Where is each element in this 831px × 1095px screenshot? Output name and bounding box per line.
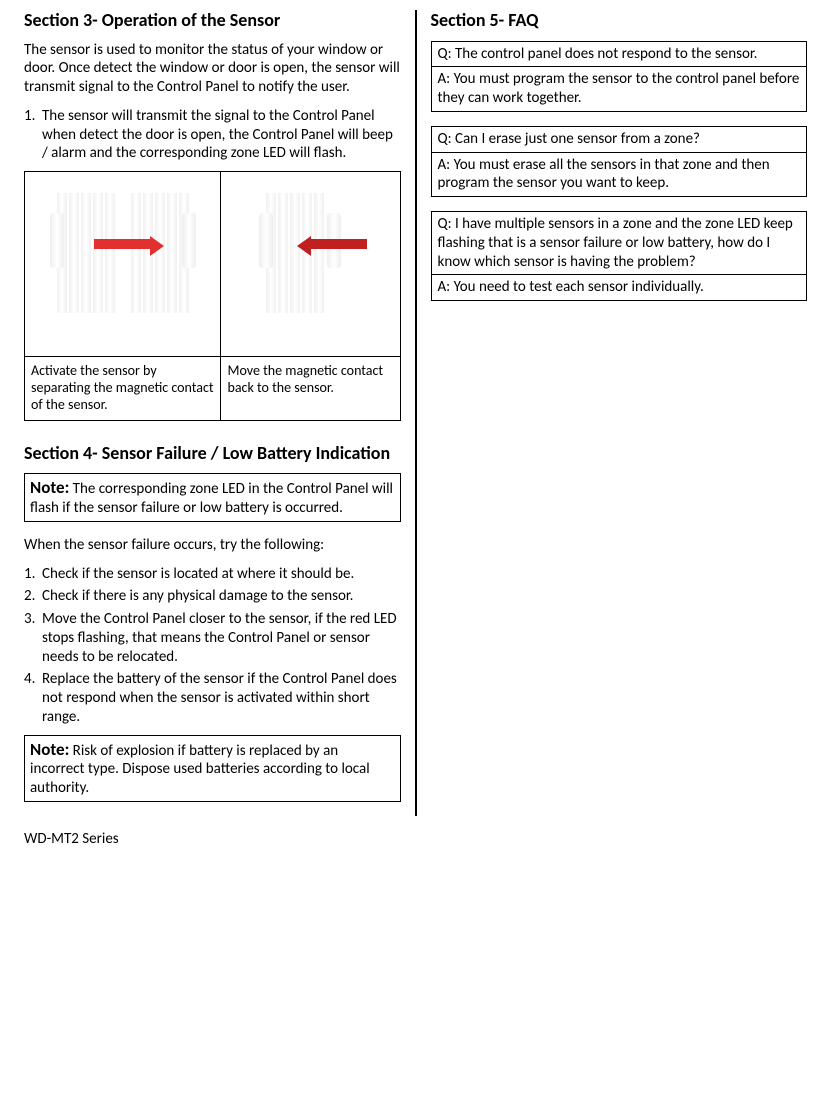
list-item: 3.Move the Control Panel closer to the s…: [24, 610, 401, 666]
faq-item: Q: I have multiple sensors in a zone and…: [431, 211, 808, 301]
section3-title: Section 3- Operation of the Sensor: [24, 10, 401, 31]
step-text: Check if there is any physical damage to…: [42, 587, 401, 606]
note-label: Note:: [30, 739, 69, 760]
note-text: Risk of explosion if battery is replaced…: [30, 742, 370, 798]
section4-steps: 1.Check if the sensor is located at wher…: [24, 565, 401, 727]
faq-question: Q: I have multiple sensors in a zone and…: [431, 212, 807, 275]
left-column: Section 3- Operation of the Sensor The s…: [14, 10, 417, 816]
faq-item: Q: The control panel does not respond to…: [431, 41, 808, 112]
faq-container: Q: The control panel does not respond to…: [431, 41, 808, 302]
right-column: Section 5- FAQ Q: The control panel does…: [417, 10, 818, 816]
faq-answer: A: You must erase all the sensors in tha…: [431, 152, 807, 197]
list-item: 2.Check if there is any physical damage …: [24, 587, 401, 606]
diagram-cell-b: [221, 172, 400, 357]
section5-title: Section 5- FAQ: [431, 10, 808, 31]
note-box-1: Note: The corresponding zone LED in the …: [24, 473, 401, 522]
step-text: Replace the battery of the sensor if the…: [42, 670, 401, 726]
note-label: Note:: [30, 477, 69, 498]
faq-question: Q: Can I erase just one sensor from a zo…: [431, 126, 807, 152]
step-number: 3.: [24, 610, 42, 666]
diagram-caption-b: Move the magnetic contact back to the se…: [221, 357, 400, 420]
list-item: 1.Check if the sensor is located at wher…: [24, 565, 401, 584]
section4-intro: When the sensor failure occurs, try the …: [24, 536, 401, 555]
step-text: Move the Control Panel closer to the sen…: [42, 610, 401, 666]
sensor-separate-icon: [48, 178, 198, 328]
page: Section 3- Operation of the Sensor The s…: [0, 0, 831, 824]
step-text: Check if the sensor is located at where …: [42, 565, 401, 584]
step-number: 4.: [24, 670, 42, 726]
list-item: 4.Replace the battery of the sensor if t…: [24, 670, 401, 726]
section4-title: Section 4- Sensor Failure / Low Battery …: [24, 443, 401, 464]
section3-step1: 1. The sensor will transmit the signal t…: [24, 107, 401, 163]
faq-answer: A: You need to test each sensor individu…: [431, 275, 807, 301]
faq-question: Q: The control panel does not respond to…: [431, 41, 807, 67]
step-number: 2.: [24, 587, 42, 606]
faq-item: Q: Can I erase just one sensor from a zo…: [431, 126, 808, 197]
sensor-diagram-table: Activate the sensor by separating the ma…: [24, 171, 401, 420]
step-number: 1.: [24, 565, 42, 584]
footer-series: WD-MT2 Series: [0, 824, 831, 854]
diagram-cell-a: [25, 172, 221, 357]
sensor-close-icon: [235, 178, 385, 328]
note-box-2: Note: Risk of explosion if battery is re…: [24, 735, 401, 802]
step-text: The sensor will transmit the signal to t…: [42, 107, 401, 163]
diagram-caption-a: Activate the sensor by separating the ma…: [25, 357, 221, 420]
note-text: The corresponding zone LED in the Contro…: [30, 480, 393, 517]
section3-intro: The sensor is used to monitor the status…: [24, 41, 401, 97]
step-number: 1.: [24, 107, 42, 163]
faq-answer: A: You must program the sensor to the co…: [431, 67, 807, 112]
